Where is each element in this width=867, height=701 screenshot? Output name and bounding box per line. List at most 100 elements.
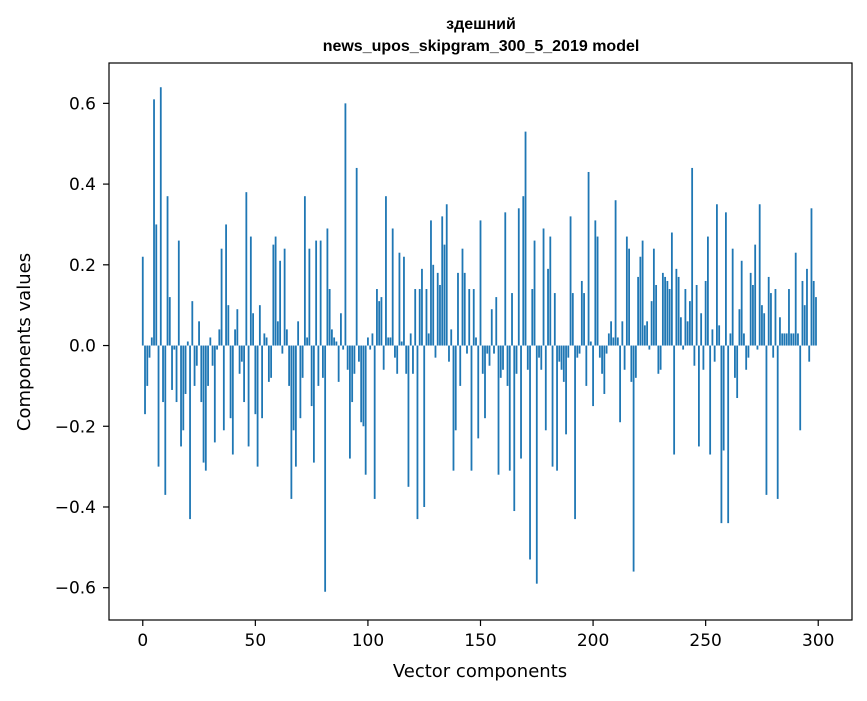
x-axis-label: Vector components: [393, 661, 567, 682]
bar: [571, 293, 574, 346]
bar: [319, 240, 322, 346]
bar: [398, 252, 401, 346]
x-tick-label: 50: [245, 631, 267, 651]
bar: [666, 280, 669, 346]
bar: [815, 297, 817, 346]
bar: [529, 345, 531, 560]
bar: [578, 345, 581, 354]
bar: [736, 345, 739, 399]
bar: [657, 345, 660, 374]
bar: [688, 301, 691, 346]
bar: [306, 337, 309, 346]
x-tick-label: 250: [689, 631, 721, 651]
bar: [522, 196, 525, 346]
bar: [637, 276, 640, 346]
bar: [436, 272, 439, 346]
bar: [351, 345, 354, 403]
bar: [171, 345, 173, 390]
bar: [378, 301, 381, 346]
bar: [756, 345, 759, 350]
bar: [454, 345, 457, 431]
bar: [326, 228, 329, 346]
bar: [369, 345, 372, 350]
bar: [346, 345, 349, 370]
bar: [691, 167, 694, 346]
bar: [630, 345, 633, 382]
bar: [457, 272, 459, 346]
bar: [589, 341, 592, 346]
bar: [222, 345, 225, 431]
bar: [569, 216, 572, 346]
bar: [312, 345, 315, 463]
bar: [144, 345, 146, 415]
bar: [520, 345, 522, 459]
bar: [495, 297, 498, 346]
bar: [698, 345, 700, 447]
bar: [616, 337, 619, 346]
bar: [141, 256, 144, 346]
bar: [686, 321, 689, 346]
bar: [601, 345, 603, 374]
bar: [182, 345, 185, 431]
bar: [551, 345, 554, 467]
bar: [675, 268, 678, 346]
bar: [544, 345, 547, 431]
bar: [229, 345, 232, 419]
bar: [380, 297, 383, 346]
chart-title-line2: news_upos_skipgram_300_5_2019 model: [323, 38, 640, 55]
bar: [605, 345, 608, 354]
bar: [767, 276, 770, 346]
bar: [475, 337, 477, 346]
bar: [761, 305, 763, 346]
bar: [783, 333, 786, 346]
bar: [274, 236, 277, 346]
bar: [324, 345, 327, 592]
bar: [560, 345, 563, 370]
y-axis-ticks: −0.6 −0.4 −0.2 0.0 0.2 0.4 0.6: [55, 94, 109, 599]
bar: [216, 345, 218, 350]
bar: [207, 345, 209, 386]
bar: [261, 345, 263, 419]
x-axis-ticks: 0 50 100 150 200 250 300: [137, 620, 834, 651]
bar: [729, 333, 732, 346]
bar: [387, 337, 390, 346]
bar: [247, 345, 250, 447]
bar: [661, 272, 664, 346]
bar: [711, 329, 714, 346]
bar: [797, 333, 799, 346]
x-tick-label: 200: [577, 631, 609, 651]
bar: [621, 321, 624, 346]
bar: [439, 284, 441, 346]
bar: [803, 305, 806, 346]
bar: [484, 345, 486, 419]
bar: [731, 248, 734, 346]
bar: [310, 345, 313, 407]
bar: [511, 293, 513, 346]
bar: [256, 345, 259, 467]
bar: [416, 345, 419, 520]
bar: [713, 345, 716, 362]
bar: [177, 240, 180, 346]
bar: [173, 345, 176, 350]
bar: [542, 228, 545, 346]
bar: [493, 345, 495, 354]
bar: [594, 220, 597, 346]
bar: [707, 236, 709, 346]
bar: [488, 345, 491, 366]
bar: [276, 321, 279, 346]
bar: [308, 248, 311, 346]
bar: [448, 345, 450, 362]
bar: [650, 301, 653, 346]
bar: [461, 248, 464, 346]
bar: [412, 345, 414, 374]
bar: [213, 345, 216, 443]
bar: [153, 99, 155, 346]
bar: [774, 289, 777, 346]
bar: [283, 248, 286, 346]
bar: [752, 284, 754, 346]
bar: [148, 345, 151, 358]
bar: [301, 345, 304, 378]
bar: [598, 345, 601, 358]
bar: [556, 345, 558, 471]
